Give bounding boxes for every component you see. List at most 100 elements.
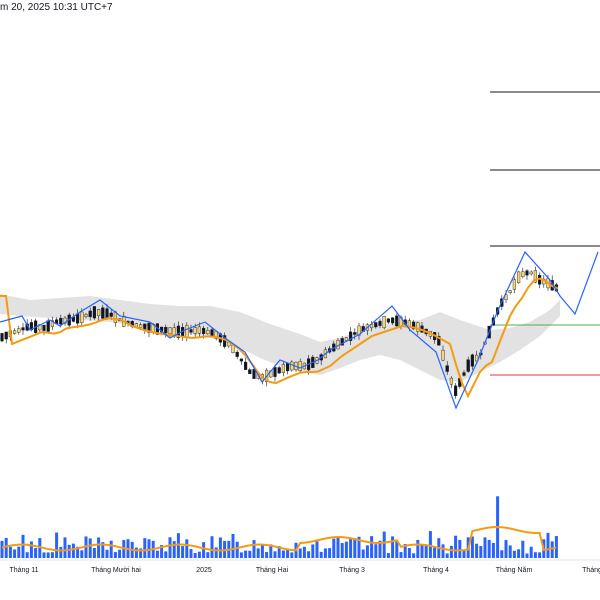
candle-body	[239, 358, 243, 362]
volume-bar	[80, 550, 84, 558]
candle-body	[63, 317, 67, 324]
candle-body	[378, 320, 382, 326]
candle-body	[185, 325, 189, 338]
volume-bar	[42, 552, 46, 558]
candle-body	[374, 322, 378, 328]
volume-bar	[361, 549, 365, 558]
volume-bar	[479, 546, 483, 558]
candle-body	[21, 327, 25, 331]
candle-body	[0, 333, 4, 342]
volume-bar	[521, 540, 525, 558]
candle-body	[147, 322, 151, 333]
volume-bar	[533, 552, 537, 558]
volume-bar	[286, 548, 290, 558]
volume-bar	[210, 536, 214, 558]
volume-bar	[277, 546, 281, 558]
volume-bar	[4, 538, 8, 558]
volume-bar	[34, 548, 38, 558]
volume-bar	[550, 541, 554, 558]
volume-bar	[525, 553, 529, 558]
volume-bar	[248, 550, 252, 558]
volume-bar	[269, 544, 273, 558]
volume-bar	[181, 546, 185, 558]
candle-body	[243, 361, 248, 370]
volume-bar	[235, 541, 239, 558]
candle-body	[164, 327, 168, 334]
candle-body	[138, 324, 143, 328]
volume-bar	[113, 552, 117, 558]
volume-bar	[185, 539, 189, 558]
volume-bar	[407, 548, 411, 558]
volume-bar	[554, 536, 558, 558]
candle-body	[508, 290, 512, 293]
candle-body	[42, 324, 46, 331]
candle-body	[59, 317, 63, 325]
candle-body	[46, 320, 50, 332]
volume-bar	[370, 536, 374, 558]
volume-bar	[21, 534, 25, 558]
volume-bar	[193, 553, 197, 558]
volume-bar	[76, 546, 80, 558]
candle-body	[521, 271, 525, 277]
volume-bar	[483, 537, 487, 558]
volume-bar	[517, 549, 521, 558]
x-axis-label: Tháng 3	[339, 567, 365, 574]
volume-bar	[164, 551, 168, 558]
volume-bar	[218, 537, 222, 558]
volume-bar	[55, 532, 59, 558]
volume-bar	[332, 538, 336, 558]
volume-bar	[445, 553, 449, 558]
x-axis-label: Tháng	[582, 567, 600, 574]
volume-bar	[529, 546, 533, 558]
candle-body	[101, 307, 105, 319]
candle-body	[50, 320, 54, 327]
candle-body	[80, 311, 84, 323]
candle-body	[441, 349, 445, 361]
volume-bar	[168, 537, 172, 558]
volume-bar	[302, 546, 306, 558]
candle-body	[105, 308, 109, 319]
volume-bar	[428, 531, 432, 558]
candle-body	[353, 332, 357, 335]
chart-timestamp: m 20, 2025 10:31 UTC+7	[0, 2, 113, 13]
candle-body	[176, 325, 180, 338]
volume-bar	[202, 542, 206, 558]
volume-bar	[105, 549, 109, 558]
volume-bar	[399, 552, 403, 558]
candle-body	[454, 385, 458, 396]
volume-bar	[29, 541, 33, 558]
price-levels	[490, 91, 600, 376]
volume-bar	[63, 537, 67, 558]
volume-bar	[508, 545, 512, 558]
candle-body	[357, 325, 361, 336]
candle-body	[189, 329, 193, 333]
volume-bar	[374, 544, 378, 558]
candle-body	[344, 337, 348, 341]
candle-body	[462, 372, 466, 376]
volume-bar	[25, 552, 29, 558]
volume-bar	[244, 550, 248, 558]
volume-bar	[462, 549, 466, 558]
candle-body	[517, 271, 521, 284]
volume-bar	[458, 539, 462, 558]
volume-bar	[13, 549, 17, 558]
zigzag-line	[0, 250, 599, 410]
volume-bar	[378, 540, 382, 558]
time-axis: Tháng 11 Tháng Mười hai 2025 Tháng Hai Tháng…	[0, 559, 600, 574]
volume-bar	[424, 545, 428, 558]
zigzag-pattern	[0, 250, 599, 410]
volume-bars	[0, 496, 558, 558]
candle-body	[349, 331, 353, 341]
x-axis-label: Tháng 4	[423, 567, 449, 574]
volume-bar	[336, 536, 340, 558]
volume-bar	[256, 548, 260, 558]
candle-body	[525, 270, 529, 276]
candle-body	[168, 327, 172, 334]
candle-body	[4, 331, 8, 340]
volume-bar	[344, 541, 348, 558]
volume-bar	[139, 548, 143, 558]
volume-bar	[214, 547, 218, 558]
candle-body	[235, 351, 239, 357]
candle-body	[391, 317, 395, 324]
